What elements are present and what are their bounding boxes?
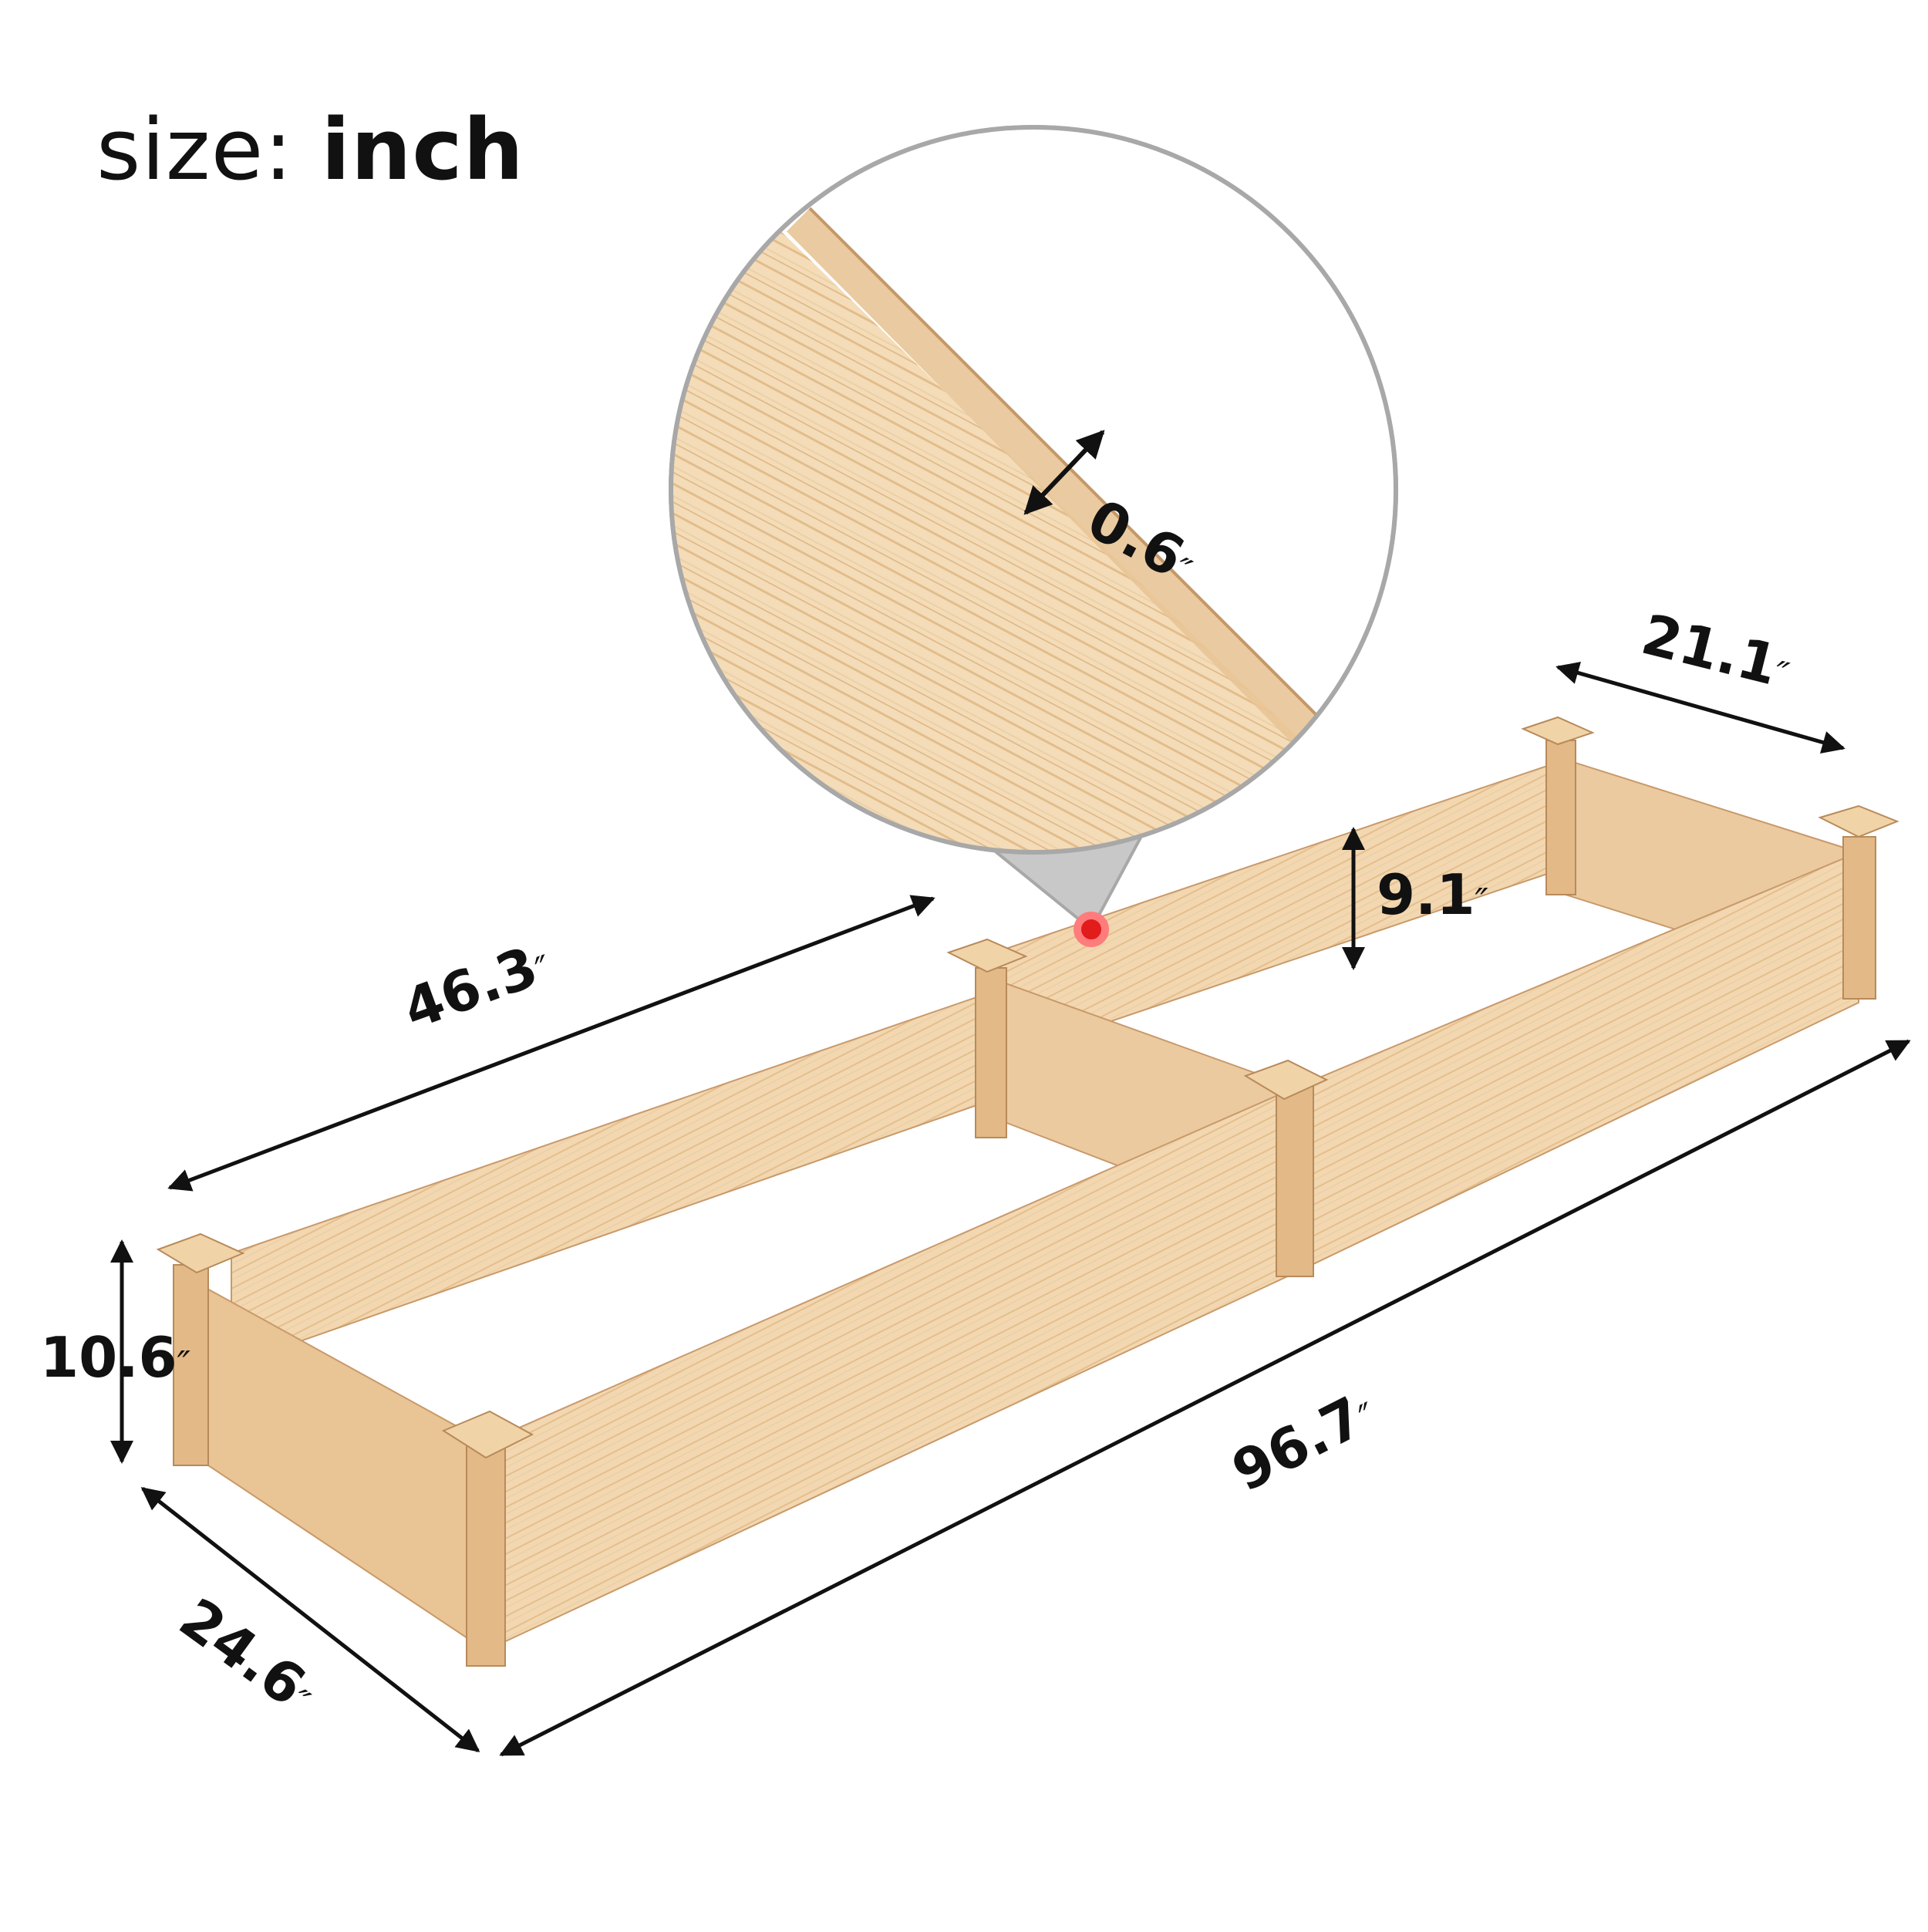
dim-label-section-length: 46.3″ (395, 929, 558, 1042)
dim-label-width: 24.6″ (168, 1586, 328, 1726)
dim-label-height: 10.6″ (40, 1325, 190, 1390)
corner-post-front-right (1818, 804, 1899, 1000)
callout-marker-dot (1074, 912, 1109, 947)
dim-label-inner-height: 9.1″ (1377, 862, 1488, 927)
size-unit-label: size: inch (96, 100, 524, 199)
dim-label-total-length: 96.7″ (1222, 1378, 1386, 1504)
dim-arrow-thickness (1023, 430, 1105, 515)
bed-left-end-wall (184, 1275, 487, 1652)
dim-label-width-top: 21.1″ (1636, 602, 1797, 701)
dim-arrow-width (140, 1487, 480, 1752)
thickness-callout: 0.6″ (669, 125, 1398, 947)
size-unit: inch (321, 100, 524, 199)
size-prefix: size: (96, 100, 294, 199)
corner-post-back-left (156, 1232, 245, 1466)
dim-arrow-total-length (499, 1039, 1911, 1757)
dim-arrow-width-top (1556, 661, 1845, 754)
